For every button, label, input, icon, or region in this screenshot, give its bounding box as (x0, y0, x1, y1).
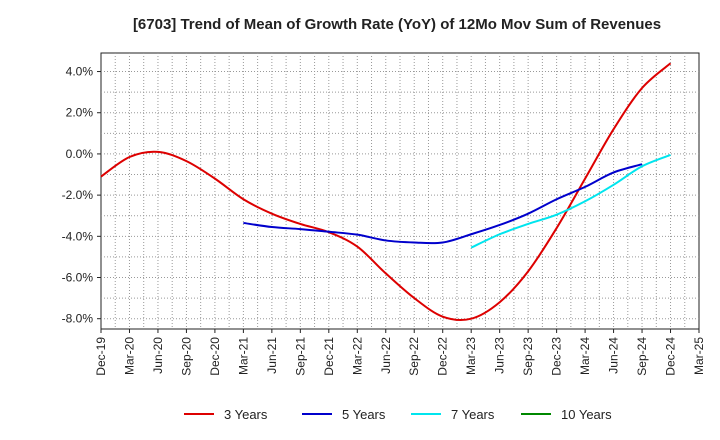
series-line-3-years (100, 62, 672, 322)
x-tick-label: Jun-22 (379, 337, 393, 374)
x-tick-label: Mar-20 (122, 337, 136, 375)
y-tick-label: 0.0% (66, 147, 94, 161)
series-lines (100, 62, 672, 322)
y-tick-label: -8.0% (62, 312, 94, 326)
legend-label-7-years: 7 Years (451, 407, 495, 422)
x-tick-label: Jun-21 (265, 337, 279, 374)
legend-label-5-years: 5 Years (342, 407, 386, 422)
x-tick-label: Dec-21 (322, 337, 336, 376)
y-axis: 4.0% 2.0% 0.0% -2.0% -4.0% -6.0% -8.0% (62, 65, 101, 326)
series-line-5-years (243, 163, 643, 245)
x-tick-label: Mar-21 (236, 337, 250, 375)
x-tick-label: Dec-19 (94, 337, 108, 376)
x-tick-label: Mar-25 (692, 337, 706, 375)
y-tick-label: -2.0% (62, 188, 94, 202)
y-tick-label: -4.0% (62, 229, 94, 243)
x-tick-label: Sep-23 (521, 337, 535, 376)
chart-title: [6703] Trend of Mean of Growth Rate (YoY… (133, 16, 661, 33)
y-tick-label: -6.0% (62, 271, 94, 285)
legend: 3 Years 5 Years 7 Years 10 Years (184, 407, 612, 422)
y-tick-label: 4.0% (66, 65, 94, 79)
x-tick-label: Dec-24 (664, 337, 678, 376)
x-tick-label: Mar-24 (578, 337, 592, 375)
x-tick-label: Mar-22 (350, 337, 364, 375)
series-line-7-years (470, 154, 671, 249)
x-tick-label: Sep-24 (635, 337, 649, 376)
x-tick-label: Sep-22 (407, 337, 421, 376)
legend-label-3-years: 3 Years (224, 407, 268, 422)
x-tick-label: Dec-22 (436, 337, 450, 376)
x-tick-label: Sep-20 (179, 337, 193, 376)
x-tick-label: Jun-23 (493, 337, 507, 374)
x-tick-label: Dec-23 (550, 337, 564, 376)
x-axis: Dec-19 Mar-20 Jun-20 Sep-20 Dec-20 Mar-21 Jun-… (94, 329, 706, 376)
y-tick-label: 2.0% (66, 106, 94, 120)
x-tick-label: Sep-21 (293, 337, 307, 376)
x-tick-label: Jun-20 (151, 337, 165, 374)
x-tick-label: Mar-23 (464, 337, 478, 375)
legend-label-10-years: 10 Years (561, 407, 612, 422)
x-tick-label: Dec-20 (208, 337, 222, 376)
grid (101, 53, 699, 329)
x-tick-label: Jun-24 (607, 337, 621, 374)
